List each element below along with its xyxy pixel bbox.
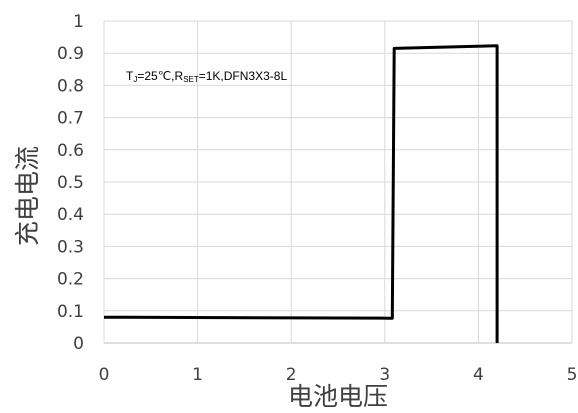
x-axis-ticks: 0 1 2 3 4 5	[99, 365, 578, 385]
annotation-rest: =1K,DFN3X3-8L	[199, 69, 288, 83]
annotation-r-sub: SET	[183, 75, 199, 84]
x-tick-label: 5	[567, 365, 578, 385]
x-tick-label: 4	[473, 365, 484, 385]
y-axis-title: 充电电流	[13, 146, 42, 246]
annotation-t-sub: J	[133, 75, 137, 84]
y-tick-label: 0.7	[57, 109, 84, 129]
x-axis-title: 电池电压	[288, 382, 388, 411]
y-tick-label: 0.3	[57, 237, 84, 257]
x-tick-label: 2	[286, 365, 297, 385]
y-axis-ticks: 0 0.1 0.2 0.3 0.4 0.5 0.6 0.7 0.8 0.9 1	[57, 12, 84, 354]
x-tick-label: 3	[379, 365, 390, 385]
annotation-t: T	[126, 69, 134, 83]
y-tick-label: 0.4	[57, 205, 84, 225]
y-tick-label: 1	[73, 12, 84, 32]
grid	[103, 20, 573, 344]
y-tick-label: 0.5	[57, 173, 84, 193]
series-group	[103, 44, 499, 343]
annotation-cond: =25℃,R	[137, 69, 183, 83]
series-line-0	[103, 44, 499, 343]
y-tick-label: 0	[73, 334, 84, 354]
x-tick-label: 0	[99, 365, 110, 385]
y-tick-label: 0.8	[57, 76, 84, 96]
x-tick-label: 1	[192, 365, 203, 385]
y-tick-label: 0.1	[57, 302, 84, 322]
y-tick-label: 0.9	[57, 44, 84, 64]
condition-annotation: TJ=25℃,RSET=1K,DFN3X3-8L	[126, 69, 287, 84]
y-tick-label: 0.2	[57, 270, 84, 290]
y-tick-label: 0.6	[57, 141, 84, 161]
